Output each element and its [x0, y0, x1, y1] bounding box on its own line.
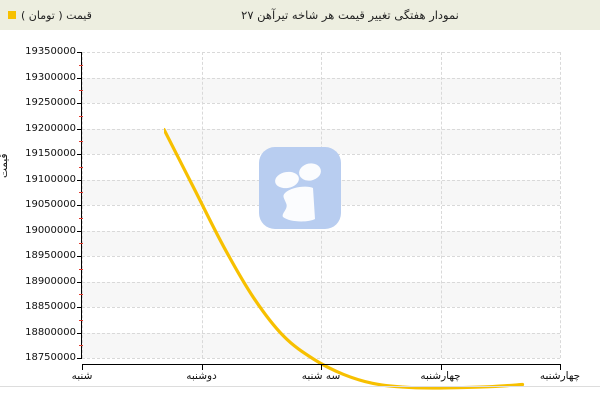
y-tick-label: 18950000 [25, 250, 76, 261]
y-tick-major [77, 358, 82, 359]
y-tick-label: 18850000 [25, 301, 76, 312]
y-tick-label: 19000000 [25, 224, 76, 236]
x-tick-label: شنبه [71, 370, 93, 382]
legend-item-label: قیمت ( تومان ) [21, 8, 92, 22]
y-tick-label: 18750000 [25, 352, 76, 363]
plot-area [82, 52, 561, 390]
y-tick-major [77, 230, 82, 232]
y-tick-major [77, 205, 82, 206]
x-tick-label: سه شنبه [301, 370, 341, 382]
y-tick-label: 19250000 [25, 97, 76, 108]
y-tick-minor [79, 90, 83, 92]
y-tick-label: 19200000 [25, 122, 76, 134]
y-tick-minor [79, 115, 83, 117]
y-tick-major [77, 179, 82, 181]
chart-root: نمودار هفتگی تغییر قیمت هر شاخه تیرآهن ۲… [0, 0, 600, 400]
series-line-price [164, 127, 525, 390]
gridline-horizontal [82, 358, 560, 359]
chart-title: نمودار هفتگی تغییر قیمت هر شاخه تیرآهن ۲… [241, 8, 459, 22]
y-tick-label: 19300000 [25, 71, 76, 83]
y-tick-minor [79, 192, 83, 194]
y-tick-label: 19350000 [25, 46, 76, 57]
y-tick-major [77, 256, 82, 257]
y-tick-major [77, 103, 82, 104]
y-axis-tick-labels: 18750000 18800000 18850000 18900000 18950000… [0, 0, 76, 400]
x-tick [560, 364, 561, 370]
y-tick-minor [79, 166, 83, 168]
gridline-vertical [82, 52, 83, 358]
x-tick-label: دوشنبه [186, 370, 217, 382]
y-tick-minor [79, 141, 83, 143]
gridline-vertical [440, 52, 442, 358]
y-tick-major [77, 332, 82, 334]
y-tick-major [77, 154, 82, 155]
y-tick-label: 19150000 [25, 148, 76, 159]
x-tick [440, 364, 442, 370]
y-tick-label: 19100000 [25, 173, 76, 185]
x-tick [82, 364, 83, 370]
y-tick-label: 18900000 [25, 275, 76, 287]
series-path [164, 127, 525, 390]
page-bottom-divider [0, 386, 600, 387]
chart-header-band [0, 0, 600, 30]
y-tick-minor [79, 319, 83, 321]
y-tick-major [77, 307, 82, 308]
y-tick-minor [79, 345, 83, 347]
y-tick-major [77, 77, 82, 79]
y-tick-minor [79, 217, 83, 219]
chart-legend[interactable]: قیمت ( تومان ) [8, 0, 114, 30]
y-tick-major [77, 128, 82, 130]
x-tick-label: چهارشنبه [539, 370, 581, 382]
legend-color-swatch [8, 11, 16, 19]
y-tick-label: 19050000 [25, 199, 76, 210]
y-tick-minor [79, 243, 83, 245]
y-tick-label: 18800000 [25, 326, 76, 338]
y-tick-major [77, 52, 82, 53]
y-tick-minor [79, 294, 83, 296]
y-axis-title: قیمت [0, 153, 10, 178]
y-tick-major [77, 281, 82, 283]
site-logo-watermark-icon [255, 143, 345, 233]
x-tick [201, 364, 203, 370]
x-tick-label: چهارشنبه [420, 370, 461, 382]
gridline-vertical [560, 52, 561, 358]
y-tick-minor [79, 268, 83, 270]
y-tick-minor [79, 64, 83, 66]
x-tick [321, 364, 322, 370]
